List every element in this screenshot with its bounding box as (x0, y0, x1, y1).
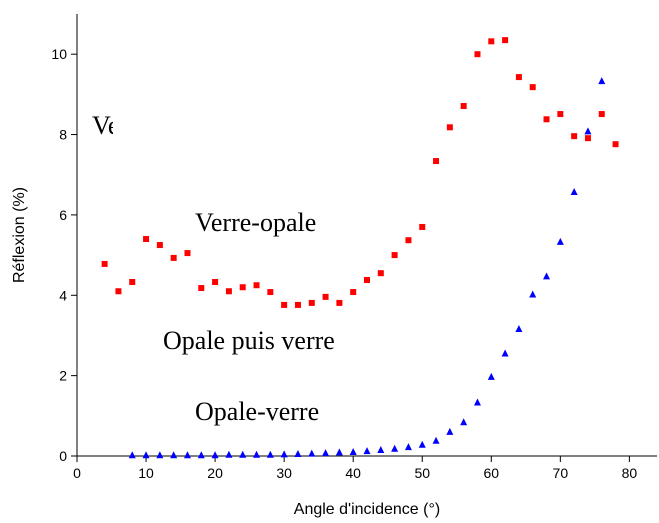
point (515, 74, 522, 81)
annotation: Verre-opale (195, 208, 316, 237)
point (418, 440, 426, 448)
point (212, 279, 219, 286)
point (474, 51, 481, 58)
point (543, 116, 550, 123)
point (349, 447, 357, 455)
point (543, 272, 551, 280)
point (156, 451, 164, 459)
point (280, 450, 288, 458)
point (253, 450, 261, 458)
point (143, 236, 150, 243)
point (515, 325, 523, 333)
point (294, 301, 301, 308)
point (253, 282, 260, 289)
point (391, 252, 398, 259)
point (363, 447, 371, 455)
y-tick-label: 6 (59, 207, 67, 223)
point (584, 135, 591, 142)
point (405, 237, 412, 244)
point (184, 250, 191, 257)
x-tick-label: 80 (622, 465, 638, 481)
point (473, 398, 481, 406)
x-tick-label: 10 (138, 465, 154, 481)
y-axis-title: Réflexion (%) (11, 187, 28, 283)
point (598, 77, 606, 85)
point (308, 299, 315, 306)
point (350, 289, 357, 296)
point (529, 290, 537, 298)
point (460, 418, 468, 426)
point (198, 285, 205, 292)
annotation: Opale-verre (195, 397, 319, 426)
x-tick-label: 20 (207, 465, 223, 481)
point (225, 288, 232, 295)
x-axis-title: Angle d'incidence (°) (294, 501, 440, 518)
point (598, 111, 605, 118)
point (266, 450, 274, 458)
point (225, 450, 233, 458)
point (557, 111, 564, 118)
point (308, 449, 316, 457)
y-tick-label: 0 (59, 448, 67, 464)
annotation: Opale puis verre (163, 326, 335, 355)
y-tick-label: 4 (59, 287, 67, 303)
x-tick-label: 0 (73, 465, 81, 481)
point (377, 270, 384, 277)
point (322, 449, 330, 457)
point (432, 436, 440, 444)
point (488, 38, 495, 45)
point (294, 449, 302, 457)
point (156, 242, 163, 249)
point (529, 84, 536, 91)
point (336, 299, 343, 306)
point (267, 289, 274, 296)
point (281, 301, 288, 308)
point (322, 293, 329, 300)
point (404, 443, 412, 451)
point (128, 451, 136, 459)
x-tick-label: 50 (414, 465, 430, 481)
y-tick-label: 10 (51, 46, 67, 62)
point (377, 445, 385, 453)
point (391, 444, 399, 452)
x-tick-label: 30 (276, 465, 292, 481)
point (170, 451, 178, 459)
point (101, 260, 108, 267)
y-tick-label: 8 (59, 127, 67, 143)
point (183, 451, 191, 459)
point (239, 284, 246, 291)
x-tick-label: 40 (345, 465, 361, 481)
point (170, 254, 177, 261)
point (335, 448, 343, 456)
point (487, 372, 495, 380)
point (211, 451, 219, 459)
point (571, 133, 578, 140)
point (197, 451, 205, 459)
point (570, 188, 578, 196)
point (419, 223, 426, 230)
point (239, 450, 247, 458)
annotation: Ve (92, 111, 119, 140)
x-tick-label: 60 (483, 465, 499, 481)
point (433, 158, 440, 165)
point (584, 127, 592, 135)
point (115, 288, 122, 295)
x-tick-label: 70 (553, 465, 569, 481)
point (501, 349, 509, 357)
point (142, 451, 150, 459)
point (364, 277, 370, 284)
point (556, 237, 564, 245)
point (446, 124, 453, 131)
point (502, 37, 509, 44)
point (446, 427, 454, 435)
y-tick-label: 2 (59, 368, 67, 384)
point (460, 103, 467, 110)
point (129, 279, 136, 286)
point (612, 141, 619, 148)
